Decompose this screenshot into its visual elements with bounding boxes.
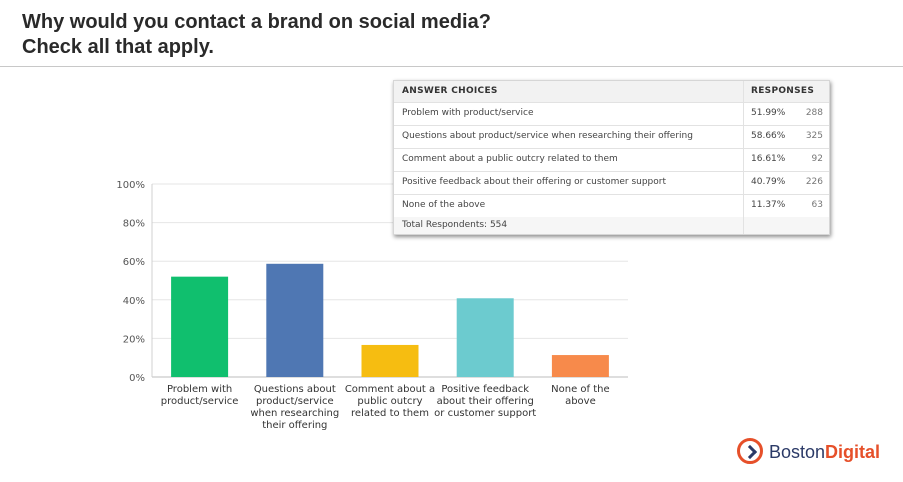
column-divider bbox=[743, 81, 744, 234]
x-tick-label-line: about their offering bbox=[437, 396, 534, 407]
x-tick-label-line: related to them bbox=[351, 408, 429, 419]
x-tick-label-line: None of the bbox=[551, 384, 610, 395]
y-tick-label: 100% bbox=[116, 180, 145, 191]
y-tick-label: 0% bbox=[129, 373, 145, 384]
x-tick-label-line: or customer support bbox=[434, 408, 536, 419]
logo-text-boston: Boston bbox=[769, 442, 826, 462]
x-tick-label-line: Problem with bbox=[167, 384, 232, 395]
table-row: None of the above 11.37% 63 bbox=[394, 194, 829, 218]
row-label: Comment about a public outcry related to… bbox=[402, 154, 618, 164]
logo-chevron-icon bbox=[737, 438, 763, 464]
bar bbox=[266, 263, 324, 377]
x-tick-label-line: Positive feedback bbox=[441, 384, 529, 395]
x-tick-label: None of the above bbox=[551, 384, 610, 407]
x-tick-label-line: their offering bbox=[262, 420, 327, 431]
y-tick-label: 40% bbox=[123, 296, 145, 307]
y-tick-label: 60% bbox=[123, 257, 145, 268]
x-tick-label: Problem with product/service bbox=[161, 384, 239, 407]
row-count: 226 bbox=[805, 177, 823, 187]
table-row: Comment about a public outcry related to… bbox=[394, 148, 829, 172]
title-line-2: Check all that apply. bbox=[22, 36, 214, 58]
header-responses: RESPONSES bbox=[751, 86, 815, 96]
title-divider bbox=[0, 66, 903, 67]
slide-title: Why would you contact a brand on social … bbox=[22, 10, 491, 60]
bar bbox=[171, 276, 229, 377]
x-tick-label-line: when researching bbox=[250, 408, 339, 419]
table-row: Problem with product/service 51.99% 288 bbox=[394, 102, 829, 126]
x-tick-label: Questions about product/service when resea… bbox=[250, 384, 339, 431]
row-label: Questions about product/service when res… bbox=[402, 131, 693, 141]
x-tick-label: Positive feedback about their offering or … bbox=[434, 384, 536, 419]
table-header-row: ANSWER CHOICES RESPONSES bbox=[394, 81, 829, 103]
x-tick-label: Comment about a public outcry related to t… bbox=[345, 384, 435, 419]
row-count: 92 bbox=[811, 154, 823, 164]
x-tick-label-line: product/service bbox=[161, 396, 239, 407]
y-tick-label: 20% bbox=[123, 334, 145, 345]
row-label: Positive feedback about their offering o… bbox=[402, 177, 667, 187]
logo-text: BostonDigital bbox=[769, 441, 880, 463]
x-tick-label-line: above bbox=[565, 396, 596, 407]
x-tick-label-line: public outcry bbox=[357, 396, 422, 407]
row-count: 63 bbox=[811, 200, 823, 210]
row-percent: 40.79% bbox=[751, 177, 786, 187]
row-percent: 58.66% bbox=[751, 131, 786, 141]
row-label: Problem with product/service bbox=[402, 108, 534, 118]
boston-digital-logo: BostonDigital bbox=[737, 436, 897, 470]
bar bbox=[361, 344, 419, 377]
total-respondents: Total Respondents: 554 bbox=[402, 220, 508, 230]
row-count: 325 bbox=[805, 131, 823, 141]
bar bbox=[456, 298, 514, 377]
table-total-row: Total Respondents: 554 bbox=[394, 217, 829, 234]
row-percent: 11.37% bbox=[751, 200, 786, 210]
logo-text-digital: Digital bbox=[825, 442, 881, 462]
bar bbox=[551, 355, 609, 377]
x-tick-label-line: product/service bbox=[256, 396, 334, 407]
x-tick-label-line: Questions about bbox=[254, 384, 336, 395]
row-label: None of the above bbox=[402, 200, 486, 210]
responses-table: ANSWER CHOICES RESPONSES Problem with pr… bbox=[393, 80, 830, 235]
row-percent: 51.99% bbox=[751, 108, 786, 118]
table-row: Questions about product/service when res… bbox=[394, 125, 829, 149]
title-line-1: Why would you contact a brand on social … bbox=[22, 11, 491, 33]
row-count: 288 bbox=[805, 108, 823, 118]
row-percent: 16.61% bbox=[751, 154, 786, 164]
x-tick-label-line: Comment about a bbox=[345, 384, 435, 395]
header-answer-choices: ANSWER CHOICES bbox=[402, 86, 498, 96]
y-tick-label: 80% bbox=[123, 219, 145, 230]
table-row: Positive feedback about their offering o… bbox=[394, 171, 829, 195]
